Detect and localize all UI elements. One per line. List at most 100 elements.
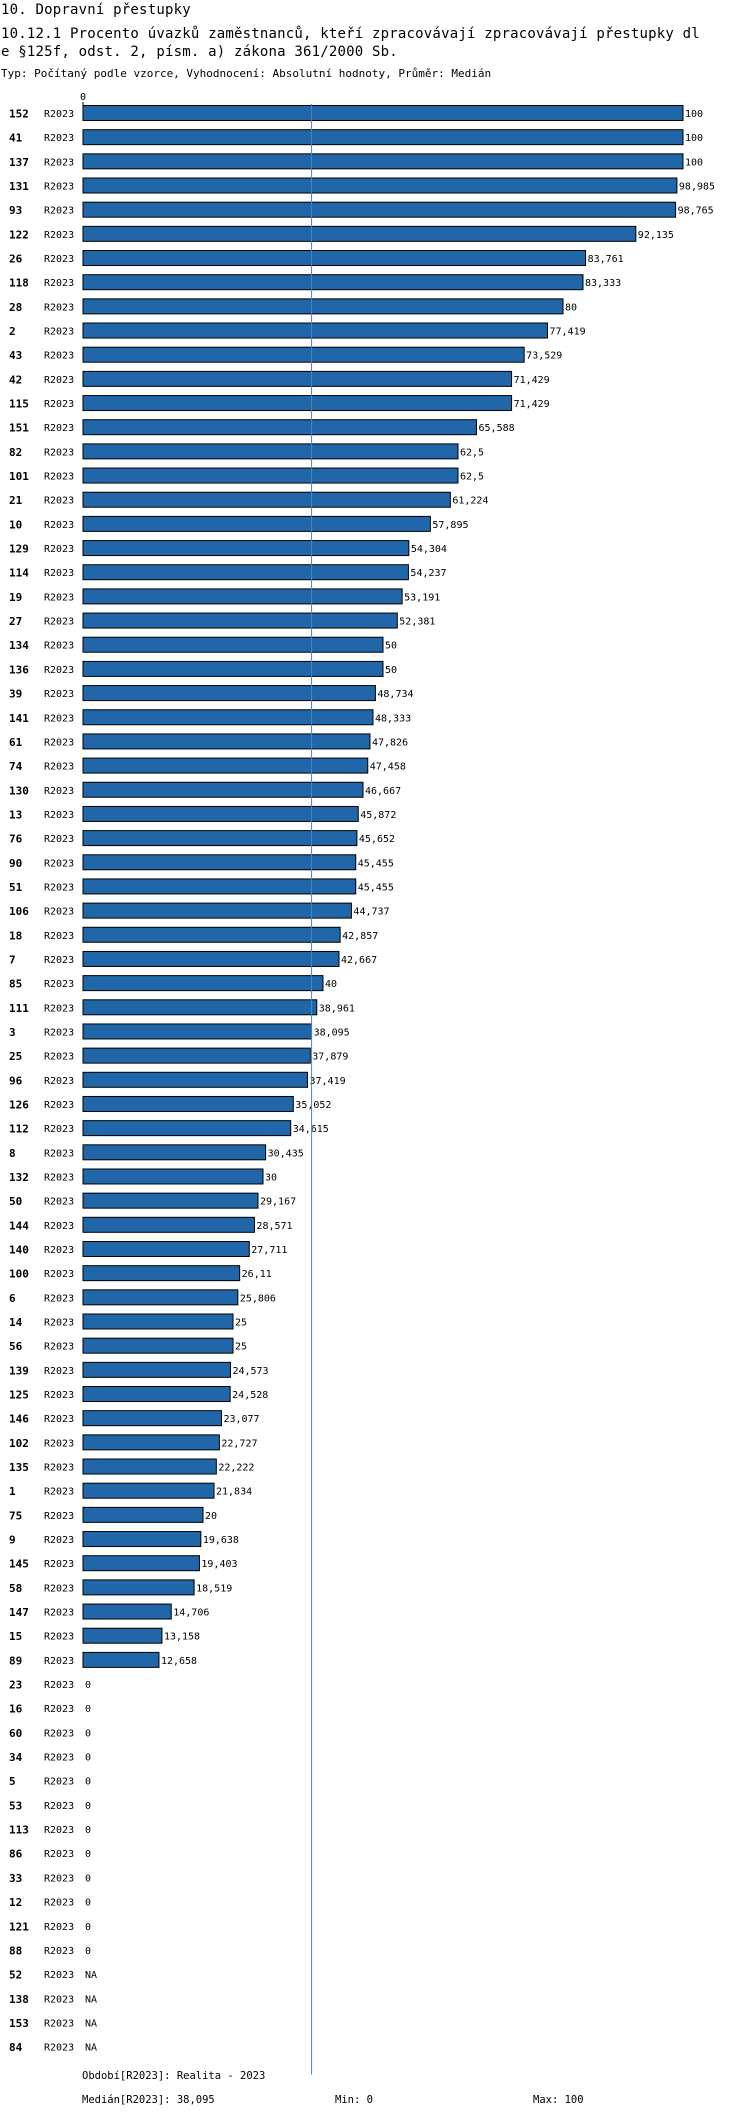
bar — [82, 201, 677, 218]
bar — [82, 274, 584, 291]
value-label: 0 — [85, 1946, 91, 1957]
category-label: 2 — [9, 325, 16, 338]
series-label: R2023 — [44, 1632, 74, 1643]
series-label: R2023 — [44, 1438, 74, 1449]
value-label: 40 — [325, 979, 337, 990]
category-label: 113 — [9, 1824, 29, 1837]
footer-min: Min: 0 — [335, 2094, 373, 2106]
series-label: R2023 — [44, 375, 74, 386]
value-label: 45,455 — [358, 882, 394, 893]
series-label: R2023 — [44, 544, 74, 555]
value-label: 45,872 — [360, 810, 396, 821]
bar — [82, 1289, 239, 1306]
value-label: 54,304 — [411, 544, 447, 555]
bar — [82, 1192, 259, 1209]
series-label: R2023 — [44, 1583, 74, 1594]
value-label: 14,706 — [173, 1608, 209, 1619]
value-label: 71,429 — [514, 375, 550, 386]
category-label: 13 — [9, 808, 22, 821]
series-label: R2023 — [44, 1680, 74, 1691]
bar — [82, 1458, 217, 1475]
category-label: 153 — [9, 2017, 29, 2030]
category-label: 125 — [9, 1389, 29, 1402]
value-label: 100 — [685, 133, 703, 144]
value-label: 30 — [265, 1172, 277, 1183]
value-label: 34,615 — [293, 1124, 329, 1135]
category-label: 121 — [9, 1920, 29, 1933]
category-label: 131 — [9, 180, 29, 193]
category-label: 85 — [9, 978, 22, 991]
value-label: 0 — [85, 1704, 91, 1715]
value-label: 62,5 — [460, 472, 484, 483]
series-label: R2023 — [44, 1777, 74, 1788]
series-label: R2023 — [44, 109, 74, 120]
category-label: 151 — [9, 422, 29, 435]
series-label: R2023 — [44, 1197, 74, 1208]
series-label: R2023 — [44, 907, 74, 918]
value-label: 19,403 — [201, 1559, 237, 1570]
series-label: R2023 — [44, 617, 74, 628]
bar — [82, 999, 318, 1016]
category-label: 10 — [9, 518, 22, 531]
category-label: 134 — [9, 639, 29, 652]
category-label: 19 — [9, 591, 22, 604]
value-label: 24,573 — [232, 1366, 268, 1377]
value-label: 83,761 — [588, 254, 624, 265]
category-label: 100 — [9, 1268, 29, 1281]
value-label: 25 — [235, 1318, 247, 1329]
category-label: 51 — [9, 881, 23, 894]
bar — [82, 950, 340, 967]
category-label: 111 — [9, 1002, 29, 1015]
series-label: R2023 — [44, 1172, 74, 1183]
bar — [82, 781, 364, 798]
value-label: 44,737 — [353, 907, 389, 918]
series-label: R2023 — [44, 1922, 74, 1933]
bar — [82, 1265, 241, 1282]
category-label: 152 — [9, 108, 29, 121]
category-label: 122 — [9, 228, 29, 241]
series-label: R2023 — [44, 1027, 74, 1038]
category-label: 8 — [9, 1147, 16, 1160]
series-label: R2023 — [44, 592, 74, 603]
value-label: NA — [85, 1994, 97, 2005]
value-label: 61,224 — [452, 496, 488, 507]
bar — [82, 1120, 292, 1137]
series-label: R2023 — [44, 1245, 74, 1256]
value-label: 0 — [85, 1922, 91, 1933]
value-label: 42,667 — [341, 955, 377, 966]
value-label: 100 — [685, 157, 703, 168]
series-label: R2023 — [44, 641, 74, 652]
category-label: 114 — [9, 567, 29, 580]
footer-median: Medián[R2023]: 38,095 — [82, 2094, 215, 2106]
category-label: 33 — [9, 1872, 22, 1885]
series-label: R2023 — [44, 1487, 74, 1498]
bar — [82, 878, 357, 895]
bar — [82, 830, 358, 847]
value-label: 19,638 — [203, 1535, 239, 1546]
series-label: R2023 — [44, 689, 74, 700]
series-label: R2023 — [44, 1849, 74, 1860]
series-label: R2023 — [44, 762, 74, 773]
series-label: R2023 — [44, 351, 74, 362]
series-label: R2023 — [44, 955, 74, 966]
series-label: R2023 — [44, 786, 74, 797]
series-label: R2023 — [44, 979, 74, 990]
value-label: 47,458 — [370, 762, 406, 773]
value-label: 0 — [85, 1873, 91, 1884]
bar — [82, 1410, 222, 1427]
value-label: 30,435 — [268, 1148, 304, 1159]
series-label: R2023 — [44, 230, 74, 241]
series-label: R2023 — [44, 1148, 74, 1159]
value-label: 62,5 — [460, 447, 484, 458]
category-label: 7 — [9, 953, 16, 966]
bar — [82, 467, 459, 484]
series-label: R2023 — [44, 882, 74, 893]
series-label: R2023 — [44, 1390, 74, 1401]
value-label: 37,879 — [312, 1052, 348, 1063]
bar — [82, 1047, 311, 1064]
series-label: R2023 — [44, 1463, 74, 1474]
bar — [82, 540, 410, 557]
series-label: R2023 — [44, 1559, 74, 1570]
chart-subtitle: Typ: Počítaný podle vzorce, Vyhodnocení:… — [1, 67, 492, 80]
value-label: 50 — [385, 641, 397, 652]
